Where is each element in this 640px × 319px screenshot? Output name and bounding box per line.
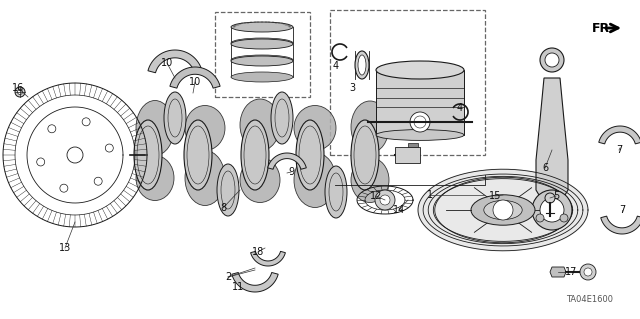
- Ellipse shape: [351, 158, 389, 203]
- Ellipse shape: [184, 120, 212, 190]
- Circle shape: [580, 264, 596, 280]
- Text: 14: 14: [393, 205, 405, 215]
- Circle shape: [17, 90, 22, 94]
- Ellipse shape: [351, 120, 379, 190]
- Ellipse shape: [134, 120, 162, 190]
- Ellipse shape: [540, 198, 564, 222]
- Ellipse shape: [164, 92, 186, 144]
- Text: 15: 15: [489, 191, 501, 201]
- Ellipse shape: [296, 120, 324, 190]
- Ellipse shape: [185, 151, 225, 205]
- Circle shape: [48, 125, 56, 133]
- Text: 11: 11: [232, 282, 244, 292]
- Circle shape: [36, 158, 45, 166]
- Polygon shape: [170, 67, 220, 88]
- Ellipse shape: [231, 22, 293, 32]
- Text: 8: 8: [220, 203, 226, 213]
- Ellipse shape: [231, 39, 293, 49]
- Text: 7: 7: [619, 205, 625, 215]
- Polygon shape: [232, 272, 278, 292]
- Text: 17: 17: [565, 267, 577, 277]
- Text: 9: 9: [288, 167, 294, 177]
- Text: 3: 3: [349, 83, 355, 93]
- Ellipse shape: [325, 166, 347, 218]
- Ellipse shape: [540, 48, 564, 72]
- Ellipse shape: [414, 116, 426, 128]
- Circle shape: [536, 214, 544, 222]
- Ellipse shape: [136, 100, 174, 155]
- Text: 16: 16: [12, 83, 24, 93]
- Polygon shape: [251, 251, 285, 266]
- Text: 2: 2: [225, 272, 231, 282]
- Text: 10: 10: [161, 58, 173, 68]
- Polygon shape: [599, 126, 640, 144]
- Circle shape: [94, 177, 102, 185]
- Ellipse shape: [240, 158, 280, 203]
- Circle shape: [584, 268, 592, 276]
- Text: 13: 13: [59, 243, 71, 253]
- Ellipse shape: [471, 195, 535, 225]
- Ellipse shape: [231, 72, 293, 82]
- Text: 4: 4: [457, 103, 463, 113]
- Polygon shape: [418, 169, 588, 251]
- Circle shape: [82, 118, 90, 126]
- Polygon shape: [268, 153, 307, 169]
- Ellipse shape: [240, 99, 280, 151]
- Ellipse shape: [355, 51, 369, 79]
- Polygon shape: [408, 143, 418, 147]
- Ellipse shape: [217, 164, 239, 216]
- Polygon shape: [601, 216, 640, 234]
- Circle shape: [560, 214, 568, 222]
- Circle shape: [545, 193, 555, 203]
- Ellipse shape: [271, 92, 293, 144]
- Ellipse shape: [351, 101, 389, 153]
- Bar: [215, 12, 310, 97]
- Text: FR.: FR.: [592, 21, 615, 34]
- Text: 12: 12: [370, 191, 382, 201]
- Ellipse shape: [410, 112, 430, 132]
- Ellipse shape: [231, 38, 293, 48]
- Polygon shape: [395, 147, 420, 163]
- Text: 6: 6: [542, 163, 548, 173]
- Circle shape: [60, 184, 68, 192]
- Ellipse shape: [241, 120, 269, 190]
- Text: TA04E1600: TA04E1600: [566, 295, 614, 305]
- Ellipse shape: [532, 190, 572, 230]
- Text: 4: 4: [333, 61, 339, 71]
- Polygon shape: [148, 50, 202, 73]
- Ellipse shape: [484, 200, 522, 219]
- Ellipse shape: [358, 55, 366, 75]
- Circle shape: [106, 144, 113, 152]
- Circle shape: [67, 147, 83, 163]
- Ellipse shape: [136, 155, 174, 201]
- Text: 10: 10: [189, 77, 201, 87]
- Polygon shape: [536, 78, 568, 200]
- Ellipse shape: [376, 61, 464, 79]
- Polygon shape: [550, 267, 566, 277]
- Bar: [330, 10, 485, 155]
- Text: 7: 7: [616, 145, 622, 155]
- Circle shape: [15, 87, 25, 97]
- Circle shape: [375, 190, 395, 210]
- Ellipse shape: [294, 152, 336, 207]
- Ellipse shape: [294, 106, 336, 151]
- Circle shape: [380, 195, 390, 205]
- Text: 18: 18: [252, 247, 264, 257]
- Ellipse shape: [231, 55, 293, 65]
- Ellipse shape: [376, 130, 464, 140]
- Text: 5: 5: [553, 191, 559, 201]
- Ellipse shape: [185, 106, 225, 151]
- Polygon shape: [376, 70, 464, 135]
- Text: 1: 1: [427, 190, 433, 200]
- Ellipse shape: [545, 53, 559, 67]
- Circle shape: [493, 200, 513, 220]
- Ellipse shape: [231, 56, 293, 66]
